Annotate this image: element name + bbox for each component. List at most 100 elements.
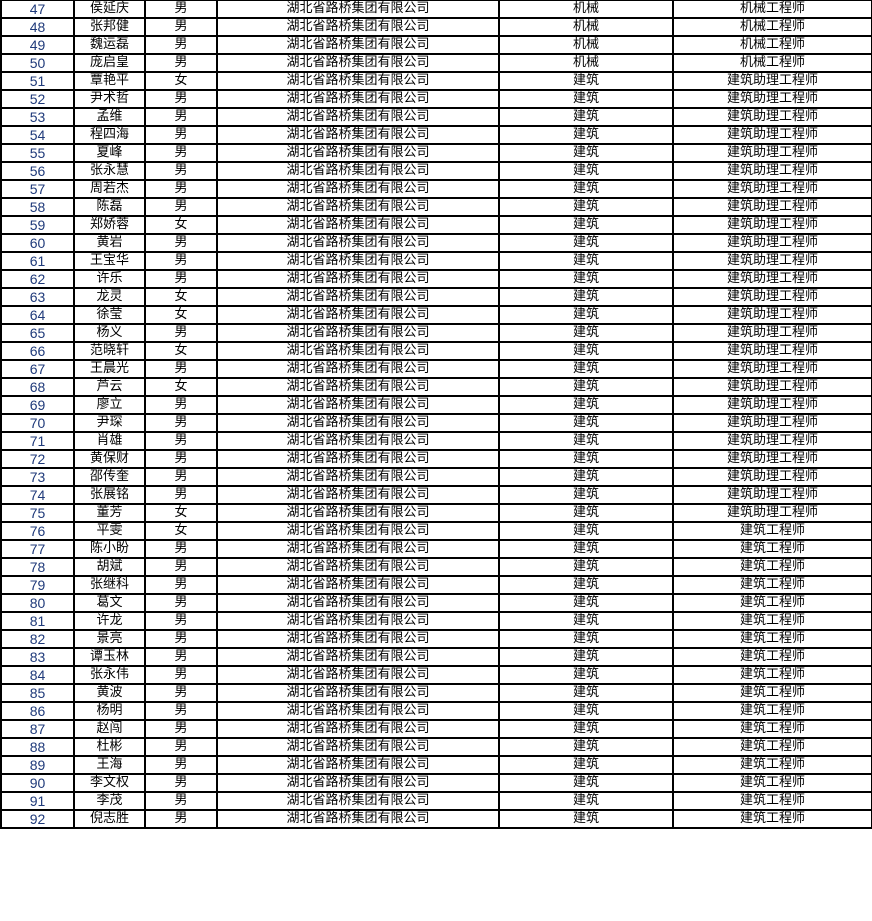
table-row: 92 倪志胜男湖北省路桥集团有限公司 建筑 建筑工程师 bbox=[0, 809, 872, 829]
major-cell: 建筑 bbox=[498, 809, 674, 829]
company-cell: 湖北省路桥集团有限公司 bbox=[216, 251, 500, 271]
company-cell: 湖北省路桥集团有限公司 bbox=[216, 287, 500, 307]
row-number: 62 bbox=[0, 269, 75, 289]
title-cell: 建筑助理工程师 bbox=[672, 431, 872, 451]
major-cell: 建筑 bbox=[498, 485, 674, 505]
row-number: 81 bbox=[0, 611, 75, 631]
row-number: 49 bbox=[0, 35, 75, 55]
name-cell: 肖雄 bbox=[73, 431, 146, 451]
row-number: 61 bbox=[0, 251, 75, 271]
company-cell: 湖北省路桥集团有限公司 bbox=[216, 215, 500, 235]
row-number: 83 bbox=[0, 647, 75, 667]
company-cell: 湖北省路桥集团有限公司 bbox=[216, 665, 500, 685]
name-cell: 张邦健 bbox=[73, 17, 146, 37]
title-cell: 建筑工程师 bbox=[672, 719, 872, 739]
gender-cell: 男 bbox=[144, 449, 218, 469]
major-cell: 机械 bbox=[498, 53, 674, 73]
title-cell: 建筑助理工程师 bbox=[672, 503, 872, 523]
table-row: 75 董芳女湖北省路桥集团有限公司 建筑 建筑助理工程师 bbox=[0, 503, 872, 523]
row-number: 84 bbox=[0, 665, 75, 685]
name-cell: 许乐 bbox=[73, 269, 146, 289]
table-row: 56 张永慧男湖北省路桥集团有限公司 建筑 建筑助理工程师 bbox=[0, 161, 872, 181]
major-cell: 建筑 bbox=[498, 539, 674, 559]
row-number: 55 bbox=[0, 143, 75, 163]
table-row: 48 张邦健男湖北省路桥集团有限公司 机械 机械工程师 bbox=[0, 17, 872, 37]
company-cell: 湖北省路桥集团有限公司 bbox=[216, 521, 500, 541]
table-row: 66 范晓轩女湖北省路桥集团有限公司 建筑 建筑助理工程师 bbox=[0, 341, 872, 361]
title-cell: 机械工程师 bbox=[672, 35, 872, 55]
table-row: 76 平雯女湖北省路桥集团有限公司 建筑 建筑工程师 bbox=[0, 521, 872, 541]
gender-cell: 男 bbox=[144, 431, 218, 451]
name-cell: 尹琛 bbox=[73, 413, 146, 433]
row-number: 88 bbox=[0, 737, 75, 757]
company-cell: 湖北省路桥集团有限公司 bbox=[216, 143, 500, 163]
table-row: 60 黄岩男湖北省路桥集团有限公司 建筑 建筑助理工程师 bbox=[0, 233, 872, 253]
major-cell: 建筑 bbox=[498, 467, 674, 487]
company-cell: 湖北省路桥集团有限公司 bbox=[216, 395, 500, 415]
company-cell: 湖北省路桥集团有限公司 bbox=[216, 107, 500, 127]
gender-cell: 女 bbox=[144, 215, 218, 235]
gender-cell: 男 bbox=[144, 89, 218, 109]
name-cell: 郑娇蓉 bbox=[73, 215, 146, 235]
table-row: 58 陈磊男湖北省路桥集团有限公司 建筑 建筑助理工程师 bbox=[0, 197, 872, 217]
title-cell: 建筑工程师 bbox=[672, 557, 872, 577]
row-number: 64 bbox=[0, 305, 75, 325]
name-cell: 邵传奎 bbox=[73, 467, 146, 487]
row-number: 69 bbox=[0, 395, 75, 415]
major-cell: 建筑 bbox=[498, 251, 674, 271]
table-row: 57 周若杰男湖北省路桥集团有限公司 建筑 建筑助理工程师 bbox=[0, 179, 872, 199]
company-cell: 湖北省路桥集团有限公司 bbox=[216, 485, 500, 505]
gender-cell: 男 bbox=[144, 359, 218, 379]
name-cell: 覃艳平 bbox=[73, 71, 146, 91]
title-cell: 建筑助理工程师 bbox=[672, 125, 872, 145]
row-number: 48 bbox=[0, 17, 75, 37]
gender-cell: 男 bbox=[144, 233, 218, 253]
row-number: 59 bbox=[0, 215, 75, 235]
title-cell: 建筑助理工程师 bbox=[672, 71, 872, 91]
gender-cell: 男 bbox=[144, 557, 218, 577]
major-cell: 建筑 bbox=[498, 377, 674, 397]
title-cell: 机械工程师 bbox=[672, 17, 872, 37]
name-cell: 陈小盼 bbox=[73, 539, 146, 559]
gender-cell: 男 bbox=[144, 701, 218, 721]
name-cell: 王晨光 bbox=[73, 359, 146, 379]
major-cell: 建筑 bbox=[498, 737, 674, 757]
major-cell: 建筑 bbox=[498, 431, 674, 451]
major-cell: 建筑 bbox=[498, 593, 674, 613]
title-cell: 建筑工程师 bbox=[672, 575, 872, 595]
title-cell: 建筑助理工程师 bbox=[672, 377, 872, 397]
company-cell: 湖北省路桥集团有限公司 bbox=[216, 377, 500, 397]
title-cell: 建筑助理工程师 bbox=[672, 287, 872, 307]
title-cell: 建筑助理工程师 bbox=[672, 215, 872, 235]
name-cell: 许龙 bbox=[73, 611, 146, 631]
table-row: 71 肖雄男湖北省路桥集团有限公司 建筑 建筑助理工程师 bbox=[0, 431, 872, 451]
company-cell: 湖北省路桥集团有限公司 bbox=[216, 413, 500, 433]
title-cell: 建筑助理工程师 bbox=[672, 107, 872, 127]
major-cell: 建筑 bbox=[498, 125, 674, 145]
name-cell: 庞启皇 bbox=[73, 53, 146, 73]
gender-cell: 男 bbox=[144, 485, 218, 505]
row-number: 80 bbox=[0, 593, 75, 613]
gender-cell: 女 bbox=[144, 71, 218, 91]
row-number: 89 bbox=[0, 755, 75, 775]
table-row: 84 张永伟男湖北省路桥集团有限公司 建筑 建筑工程师 bbox=[0, 665, 872, 685]
company-cell: 湖北省路桥集团有限公司 bbox=[216, 53, 500, 73]
gender-cell: 男 bbox=[144, 179, 218, 199]
name-cell: 黄保财 bbox=[73, 449, 146, 469]
name-cell: 尹术哲 bbox=[73, 89, 146, 109]
title-cell: 机械工程师 bbox=[672, 0, 872, 19]
row-number: 76 bbox=[0, 521, 75, 541]
table-row: 88 杜彬男湖北省路桥集团有限公司 建筑 建筑工程师 bbox=[0, 737, 872, 757]
table-row: 85 黄波男湖北省路桥集团有限公司 建筑 建筑工程师 bbox=[0, 683, 872, 703]
title-cell: 建筑助理工程师 bbox=[672, 179, 872, 199]
table-row: 59 郑娇蓉女湖北省路桥集团有限公司 建筑 建筑助理工程师 bbox=[0, 215, 872, 235]
name-cell: 赵闯 bbox=[73, 719, 146, 739]
title-cell: 建筑工程师 bbox=[672, 791, 872, 811]
title-cell: 建筑工程师 bbox=[672, 647, 872, 667]
title-cell: 建筑助理工程师 bbox=[672, 341, 872, 361]
table-row: 47 侯延庆男湖北省路桥集团有限公司 机械 机械工程师 bbox=[0, 0, 872, 19]
major-cell: 建筑 bbox=[498, 305, 674, 325]
company-cell: 湖北省路桥集团有限公司 bbox=[216, 431, 500, 451]
major-cell: 建筑 bbox=[498, 179, 674, 199]
name-cell: 杨义 bbox=[73, 323, 146, 343]
